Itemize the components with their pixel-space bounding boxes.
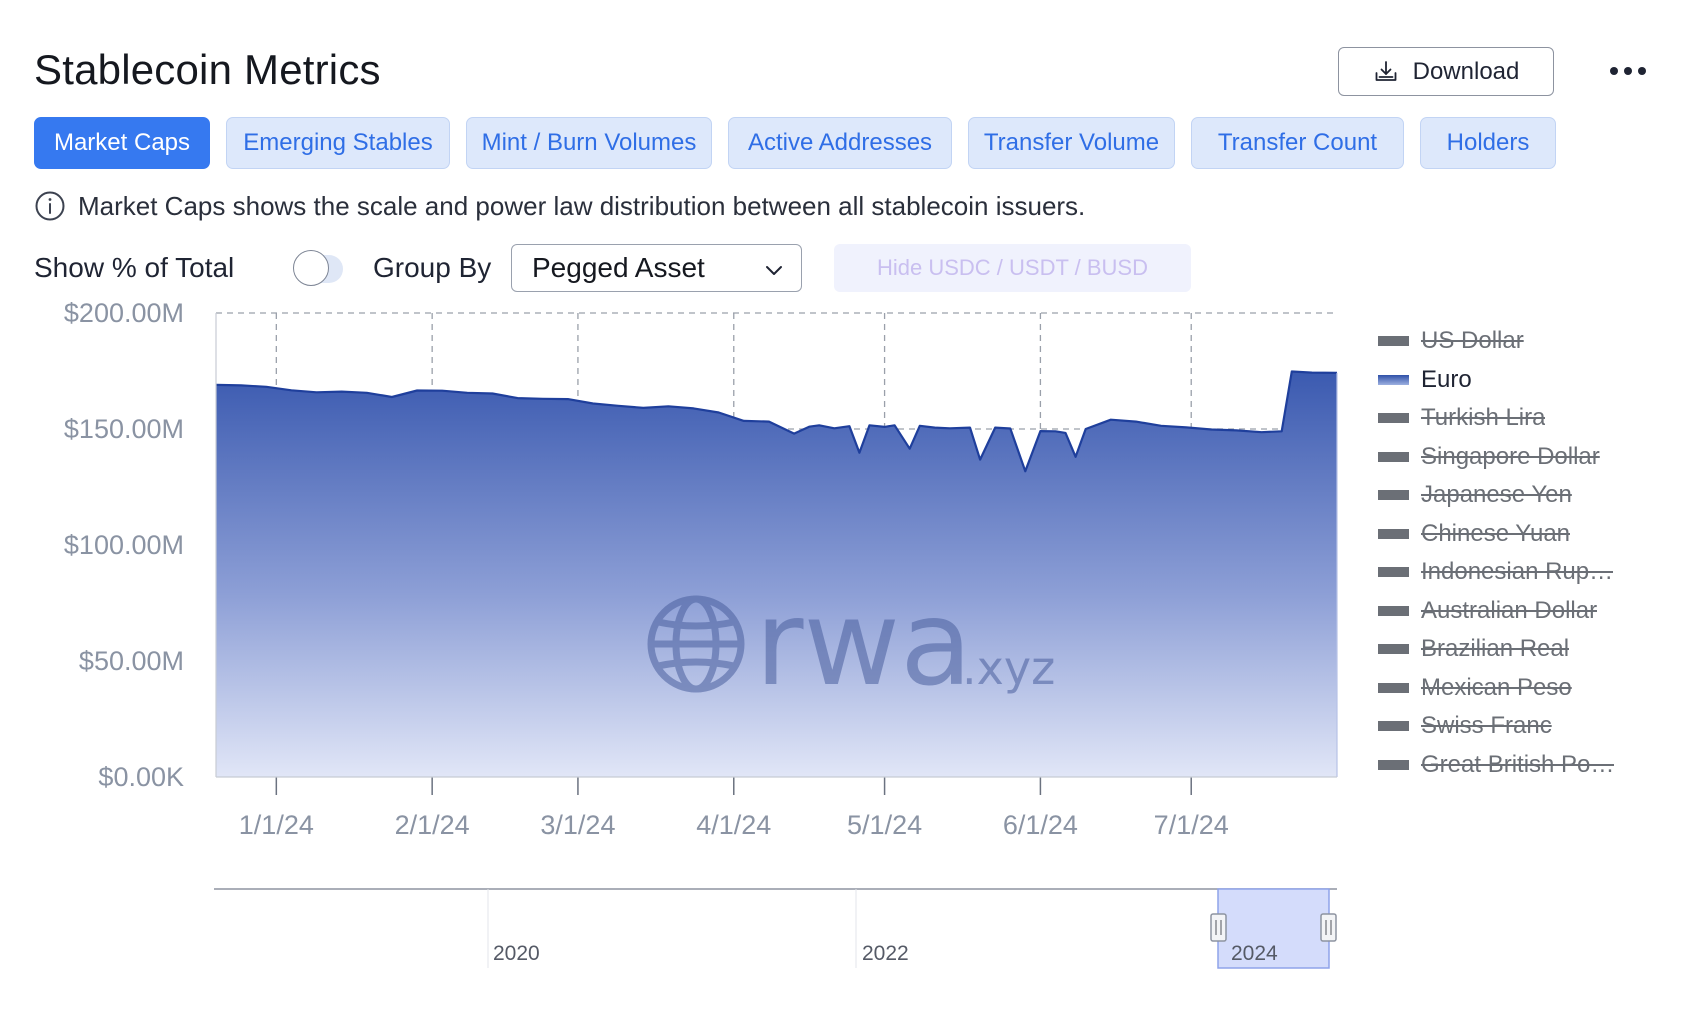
legend-item[interactable]: Indonesian Rup… (1378, 557, 1613, 587)
navigator-left-handle[interactable] (1210, 913, 1227, 942)
more-dots-icon (1624, 67, 1632, 75)
legend-item[interactable]: Japanese Yen (1378, 480, 1572, 510)
y-tick-label: $0.00K (98, 762, 184, 792)
legend-label: Mexican Peso (1421, 673, 1572, 701)
legend-label: US Dollar (1421, 327, 1524, 354)
info-text: Market Caps shows the scale and power la… (78, 190, 1086, 221)
navigator-label: 2022 (862, 942, 909, 965)
tab-label: Emerging Stables (243, 129, 433, 156)
legend-label: Australian Dollar (1421, 596, 1598, 624)
series-area-euro (216, 371, 1337, 777)
page-title: Stablecoin Metrics (34, 46, 381, 93)
tab-mint-burn-volumes[interactable]: Mint / Burn Volumes (466, 117, 712, 169)
download-label: Download (1412, 57, 1520, 85)
tab-transfer-volume[interactable]: Transfer Volume (968, 117, 1175, 169)
legend-swatch (1378, 644, 1409, 654)
chevron-down-icon (766, 266, 782, 275)
group-by-label: Group By (373, 252, 492, 283)
legend-label: Swiss Franc (1421, 712, 1552, 739)
x-tick-label: 4/1/24 (696, 810, 771, 840)
tab-label: Transfer Volume (983, 129, 1160, 156)
x-tick-label: 3/1/24 (540, 810, 615, 840)
y-tick-label: $200.00M (64, 298, 184, 328)
legend-item[interactable]: Mexican Peso (1378, 673, 1572, 703)
legend-item[interactable]: Swiss Franc (1378, 711, 1552, 741)
navigator-label: 2024 (1231, 942, 1278, 965)
legend-swatch (1378, 374, 1409, 385)
tab-label: Active Addresses (747, 129, 933, 156)
legend-label: Chinese Yuan (1421, 519, 1571, 547)
info-icon (35, 191, 65, 221)
navigator-right-handle[interactable] (1320, 913, 1337, 942)
legend-item[interactable]: Euro (1378, 365, 1472, 395)
tab-market-caps[interactable]: Market Caps (34, 117, 210, 169)
legend-item[interactable]: Turkish Lira (1378, 403, 1545, 433)
legend-swatch (1378, 336, 1409, 346)
legend-label: Great British Po… (1421, 750, 1615, 778)
show-percent-toggle[interactable] (259, 248, 371, 286)
legend-item[interactable]: Australian Dollar (1378, 596, 1597, 626)
group-by-select[interactable]: Pegged Asset (511, 244, 802, 292)
tab-holders[interactable]: Holders (1420, 117, 1556, 169)
legend-swatch (1378, 759, 1409, 770)
y-tick-label: $100.00M (64, 530, 184, 560)
x-tick-label: 7/1/24 (1154, 810, 1229, 840)
y-tick-label: $150.00M (64, 414, 184, 444)
legend-item[interactable]: Brazilian Real (1378, 634, 1569, 664)
legend-swatch (1378, 567, 1409, 577)
x-tick-label: 5/1/24 (847, 810, 922, 840)
y-tick-label: $50.00M (79, 646, 184, 676)
watermark-suffix: .xyz (962, 641, 1055, 695)
x-tick-label: 1/1/24 (239, 810, 314, 840)
toggle-knob (293, 250, 329, 286)
more-dots-icon (1638, 67, 1646, 75)
legend-swatch (1378, 451, 1409, 462)
legend-swatch (1378, 413, 1409, 423)
show-percent-label: Show % of Total (34, 252, 235, 283)
legend-label: Indonesian Rup… (1421, 558, 1614, 585)
watermark-text: rwa (755, 574, 972, 712)
tab-active-addresses[interactable]: Active Addresses (728, 117, 952, 169)
navigator-label: 2020 (493, 942, 540, 965)
legend-swatch (1378, 490, 1409, 500)
watermark: rwa .xyz (647, 574, 1055, 712)
more-dots-icon (1610, 67, 1618, 75)
tab-transfer-count[interactable]: Transfer Count (1191, 117, 1404, 169)
tab-label: Transfer Count (1217, 129, 1378, 156)
legend-label: Turkish Lira (1421, 404, 1546, 431)
legend-swatch (1378, 528, 1409, 539)
navigator-range[interactable] (1217, 888, 1330, 969)
globe-icon (647, 595, 745, 693)
legend-label: Brazilian Real (1421, 635, 1570, 662)
download-button[interactable]: Download (1338, 47, 1554, 96)
legend-label: Japanese Yen (1421, 481, 1572, 508)
legend-item[interactable]: Chinese Yuan (1378, 519, 1570, 549)
time-navigator[interactable]: 2020 2022 2024 (214, 888, 1337, 969)
x-tick-label: 2/1/24 (395, 810, 470, 840)
hide-majors-label: Hide USDC / USDT / BUSD (877, 255, 1148, 280)
hide-majors-button[interactable]: Hide USDC / USDT / BUSD (834, 244, 1191, 292)
legend-item[interactable]: US Dollar (1378, 326, 1524, 356)
tab-label: Holders (1446, 129, 1530, 156)
group-by-value: Pegged Asset (532, 252, 705, 283)
info-row: Market Caps shows the scale and power la… (34, 190, 1085, 222)
legend-swatch (1378, 605, 1409, 616)
download-icon (1375, 60, 1397, 81)
tab-label: Market Caps (53, 129, 191, 156)
legend-swatch (1378, 721, 1409, 731)
legend-item[interactable]: Singapore Dollar (1378, 442, 1600, 472)
more-options-button[interactable] (1604, 56, 1652, 86)
tab-emerging-stables[interactable]: Emerging Stables (226, 117, 450, 169)
legend-swatch (1378, 682, 1409, 693)
legend-label: Singapore Dollar (1421, 442, 1600, 470)
legend-label: Euro (1421, 365, 1472, 393)
x-tick-label: 6/1/24 (1003, 810, 1078, 840)
legend-item[interactable]: Great British Po… (1378, 750, 1614, 780)
tab-label: Mint / Burn Volumes (481, 129, 697, 156)
series-line-euro (215, 370, 1338, 473)
